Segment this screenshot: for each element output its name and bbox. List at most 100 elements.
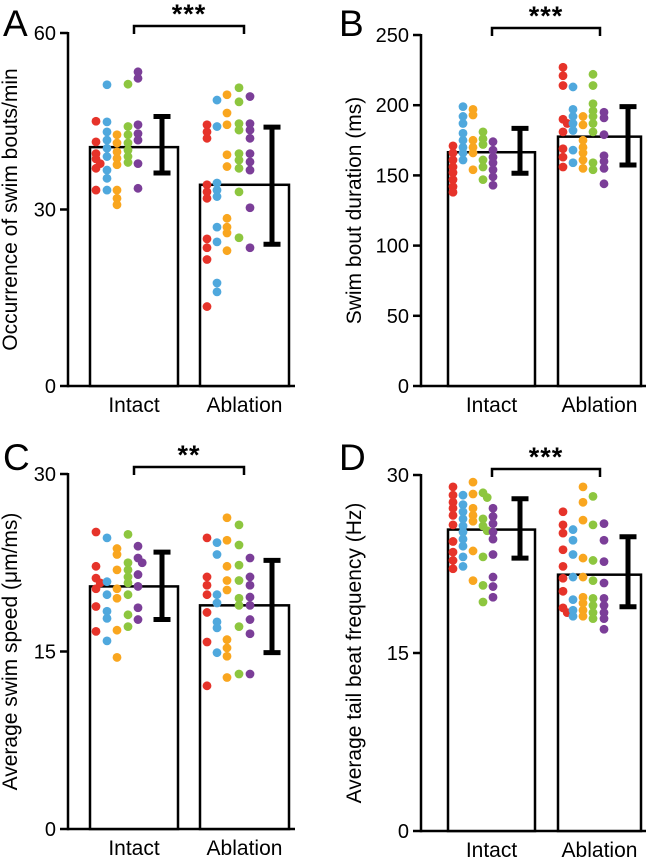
data-point-blue <box>568 105 578 114</box>
error-bar-ablation <box>263 557 281 656</box>
category-label: Ablation <box>562 394 638 417</box>
data-point-purple <box>133 120 143 130</box>
data-point-purple <box>133 183 143 193</box>
data-point-orange <box>112 153 122 163</box>
data-point-purple <box>599 557 609 567</box>
data-point-purple <box>245 119 255 129</box>
data-point-red <box>202 637 212 647</box>
data-point-blue <box>212 122 222 131</box>
data-point-blue <box>458 119 468 128</box>
data-point-orange <box>468 135 478 145</box>
data-point-green <box>482 493 492 502</box>
data-point-green <box>234 520 244 530</box>
data-point-purple <box>133 135 143 145</box>
data-point-red <box>91 185 101 195</box>
data-point-orange <box>468 489 478 499</box>
data-point-orange <box>222 673 232 682</box>
data-point-orange <box>112 200 122 210</box>
data-point-red <box>202 572 212 582</box>
data-point-green <box>123 558 133 568</box>
data-point-blue <box>458 155 468 165</box>
panel-b: B Swim bout duration (ms) 0 50 100 150 200 250 I… <box>339 1 646 417</box>
data-point-red <box>448 148 458 158</box>
data-point-purple <box>245 157 255 167</box>
error-bar-intact <box>511 125 529 176</box>
data-point-red <box>448 503 458 513</box>
bar-intact <box>446 150 537 388</box>
data-point-red <box>202 180 212 190</box>
data-point-red <box>91 602 101 611</box>
data-point-green <box>234 155 244 165</box>
data-point-orange <box>222 585 232 595</box>
data-point-blue <box>102 117 112 127</box>
category-label: Intact <box>108 837 160 860</box>
data-point-orange <box>222 90 232 100</box>
data-point-orange <box>112 625 122 635</box>
data-point-red <box>448 490 458 500</box>
data-point-red <box>202 533 212 543</box>
data-point-green <box>588 127 598 137</box>
data-point-green <box>588 614 598 623</box>
data-point-green <box>588 119 598 128</box>
panel-letter: D <box>339 437 366 478</box>
data-point-red <box>202 243 212 253</box>
category-label: Ablation <box>207 394 283 417</box>
data-point-orange <box>112 653 122 662</box>
data-point-orange <box>222 228 232 238</box>
data-point-green <box>588 556 598 565</box>
data-point-orange <box>222 561 232 571</box>
data-point-red <box>202 681 212 691</box>
data-point-green <box>588 158 598 168</box>
category-label: Ablation <box>207 837 283 860</box>
error-bar-ablation <box>619 104 637 168</box>
data-point-green <box>588 99 598 109</box>
error-bar-intact <box>153 549 171 623</box>
data-point-orange <box>578 112 588 121</box>
data-point-purple <box>245 669 255 679</box>
data-point-red <box>202 234 212 244</box>
data-point-blue <box>458 102 468 112</box>
data-point-purple <box>599 535 609 545</box>
data-point-purple <box>245 243 255 253</box>
data-point-purple <box>133 159 143 169</box>
data-point-orange <box>112 160 122 170</box>
data-point-orange <box>222 246 232 256</box>
significance-stars: ** <box>177 440 200 470</box>
data-point-green <box>588 520 598 530</box>
panel-d: D Average tail beat frequency (Hz) 0 15 30 In… <box>339 437 646 862</box>
data-point-blue <box>568 550 578 559</box>
data-point-red <box>202 193 212 203</box>
data-point-orange <box>468 165 478 175</box>
data-point-purple <box>488 534 498 544</box>
y-tick-label: 60 <box>34 23 56 45</box>
data-point-blue <box>458 490 468 500</box>
significance-stars: *** <box>529 1 564 31</box>
y-tick-label: 30 <box>387 465 409 487</box>
data-point-purple <box>245 133 255 143</box>
data-point-purple <box>488 137 498 147</box>
data-point-red <box>558 586 568 596</box>
data-point-purple <box>133 615 143 624</box>
data-point-purple <box>488 172 498 182</box>
data-point-blue <box>212 287 222 297</box>
data-point-orange <box>222 162 232 171</box>
bar-intact <box>88 145 180 388</box>
data-point-red <box>448 168 458 177</box>
data-point-orange <box>468 516 478 526</box>
data-point-green <box>234 560 244 570</box>
data-point-blue <box>102 590 112 600</box>
data-point-red <box>91 561 101 571</box>
data-point-orange <box>112 550 122 559</box>
data-point-red <box>91 137 101 147</box>
data-point-red <box>202 127 212 137</box>
data-point-orange <box>578 135 588 145</box>
data-point-blue <box>212 590 222 600</box>
data-point-blue <box>568 112 578 121</box>
data-point-red <box>202 302 212 311</box>
data-point-red <box>558 144 568 154</box>
data-point-red <box>558 81 568 90</box>
y-tick-label: 30 <box>34 200 56 222</box>
data-point-green <box>588 112 598 121</box>
data-point-orange <box>112 584 122 594</box>
